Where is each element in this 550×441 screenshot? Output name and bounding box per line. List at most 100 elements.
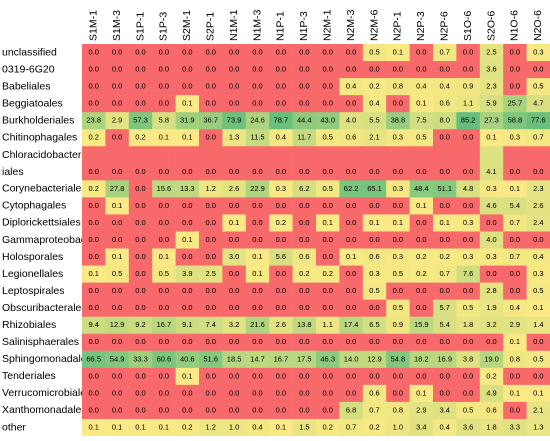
heat-cell bbox=[128, 214, 153, 232]
cell-value: 0.0 bbox=[416, 218, 426, 227]
cell-value: 0.0 bbox=[346, 371, 356, 380]
heat-cell bbox=[105, 197, 130, 215]
heat-cell bbox=[128, 129, 153, 147]
heat-cell bbox=[175, 384, 200, 403]
cell-value: 0.0 bbox=[439, 337, 449, 346]
cell-value: 0.5 bbox=[533, 286, 543, 295]
cell-value: 1.5 bbox=[299, 422, 309, 431]
cell-value: 0.0 bbox=[182, 65, 192, 74]
cell-value: 0.0 bbox=[229, 337, 239, 346]
cell-value: 54.8 bbox=[391, 354, 406, 363]
heat-cell bbox=[222, 282, 247, 300]
heat-cell bbox=[339, 384, 364, 403]
heat-cell bbox=[386, 197, 410, 215]
cell-value: 19.0 bbox=[484, 354, 499, 363]
cell-value: 0.0 bbox=[252, 48, 262, 57]
heat-cell bbox=[386, 112, 410, 130]
heat-cell bbox=[456, 78, 481, 96]
heat-cell bbox=[245, 180, 270, 198]
heat-cell bbox=[479, 44, 504, 62]
cell-value: 0.1 bbox=[229, 218, 239, 227]
cell-value: 0.0 bbox=[276, 235, 286, 244]
heat-cell bbox=[316, 316, 340, 335]
cell-value: 0.0 bbox=[135, 184, 145, 193]
cell-value: 0.0 bbox=[112, 133, 122, 142]
heat-cell bbox=[199, 282, 223, 300]
heat-cell bbox=[82, 197, 106, 215]
row-label: Xanthomonadales bbox=[2, 404, 87, 416]
cell-value: 0.0 bbox=[159, 218, 169, 227]
heat-cell bbox=[82, 231, 106, 249]
cell-value: 0.7 bbox=[369, 405, 379, 414]
heat-cell bbox=[339, 401, 364, 420]
heat-cell bbox=[339, 197, 364, 215]
cell-value: 0.0 bbox=[229, 235, 239, 244]
column-label: S1P-3 bbox=[158, 12, 170, 41]
cell-value: 38.8 bbox=[391, 116, 406, 125]
cell-value: 0.0 bbox=[416, 337, 426, 346]
cell-value: 0.0 bbox=[205, 201, 215, 210]
column-label: S1P-1 bbox=[134, 12, 146, 41]
heat-cell bbox=[503, 61, 527, 79]
cell-value: 0.0 bbox=[112, 303, 122, 312]
cell-value: 0.0 bbox=[322, 201, 332, 210]
heat-cell bbox=[526, 401, 550, 420]
cell-value: 0.0 bbox=[205, 235, 215, 244]
heat-cell bbox=[456, 129, 481, 147]
heat-cell bbox=[128, 231, 153, 249]
cell-value: 0.1 bbox=[416, 201, 426, 210]
cell-value: 16.7 bbox=[274, 354, 289, 363]
cell-value: 0.0 bbox=[463, 286, 473, 295]
heat-cell bbox=[152, 265, 176, 283]
heat-cell bbox=[503, 146, 527, 181]
heat-cell bbox=[526, 231, 550, 249]
cell-value: 0.0 bbox=[159, 167, 169, 176]
heat-cell bbox=[526, 299, 550, 317]
cell-value: 0.0 bbox=[112, 235, 122, 244]
heat-cell bbox=[433, 350, 457, 369]
cell-value: 0.0 bbox=[369, 235, 379, 244]
heat-cell bbox=[82, 316, 106, 335]
row-label: Babeliales bbox=[2, 80, 50, 92]
heat-cell bbox=[503, 350, 527, 369]
heat-cell bbox=[386, 129, 410, 147]
heat-cell bbox=[526, 214, 550, 232]
cell-value: 0.0 bbox=[346, 201, 356, 210]
cell-value: 78.7 bbox=[274, 116, 289, 125]
heat-cell bbox=[339, 61, 364, 79]
cell-value: 0.2 bbox=[322, 269, 332, 278]
cell-value: 0.0 bbox=[416, 371, 426, 380]
cell-value: 0.0 bbox=[135, 252, 145, 261]
cell-value: 0.0 bbox=[135, 65, 145, 74]
cell-value: 5.4 bbox=[439, 320, 449, 329]
cell-value: 0.0 bbox=[533, 167, 543, 176]
cell-value: 2.5 bbox=[205, 269, 215, 278]
heat-cell bbox=[339, 129, 364, 147]
cell-value: 0.0 bbox=[299, 286, 309, 295]
cell-value: 0.0 bbox=[393, 337, 403, 346]
cell-value: 0.0 bbox=[135, 48, 145, 57]
cell-value: 0.3 bbox=[276, 184, 286, 193]
cell-value: 0.0 bbox=[463, 133, 473, 142]
heat-cell bbox=[409, 282, 434, 300]
cell-value: 0.0 bbox=[463, 235, 473, 244]
cell-value: 0.1 bbox=[112, 422, 122, 431]
heat-cell bbox=[409, 350, 434, 369]
cell-value: 0.2 bbox=[276, 218, 286, 227]
heat-cell bbox=[479, 146, 504, 181]
heat-cell bbox=[199, 78, 223, 96]
cell-value: 0.1 bbox=[182, 371, 192, 380]
heat-cell bbox=[339, 180, 364, 198]
heat-cell bbox=[269, 146, 293, 181]
cell-value: 0.2 bbox=[439, 252, 449, 261]
heat-cell bbox=[479, 384, 504, 403]
heat-cell bbox=[199, 418, 223, 437]
cell-value: 0.2 bbox=[88, 133, 98, 142]
heat-cell bbox=[386, 146, 410, 181]
heat-cell bbox=[199, 299, 223, 317]
cell-value: 0.0 bbox=[159, 303, 169, 312]
cell-value: 1.8 bbox=[486, 422, 496, 431]
cell-value: 1.2 bbox=[205, 422, 215, 431]
cell-value: 57.3 bbox=[133, 116, 148, 125]
cell-value: 0.1 bbox=[276, 422, 286, 431]
